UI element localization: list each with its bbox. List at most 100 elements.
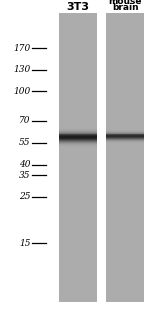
Bar (59, 42, 97, 44)
Bar (106, 181, 144, 183)
Bar (59, 92, 97, 93)
Bar (106, 69, 144, 70)
Bar (59, 285, 97, 286)
Bar (59, 54, 97, 55)
Bar (59, 213, 97, 215)
Bar (59, 36, 97, 37)
Bar (106, 293, 144, 294)
Bar (106, 97, 144, 98)
Bar (106, 84, 144, 85)
Bar (59, 31, 97, 32)
Bar (106, 115, 144, 116)
Bar (59, 168, 97, 169)
Bar (59, 175, 97, 176)
Bar (106, 280, 144, 281)
Bar (106, 174, 144, 175)
Bar (106, 212, 144, 214)
Bar (106, 210, 144, 212)
Bar (106, 91, 144, 92)
Bar (106, 224, 144, 225)
Bar (106, 15, 144, 16)
Bar (106, 138, 144, 139)
Bar (59, 86, 97, 87)
Bar (59, 111, 97, 112)
Bar (106, 297, 144, 299)
Bar (59, 116, 97, 117)
Bar (59, 264, 97, 266)
Bar (106, 45, 144, 46)
Bar (59, 114, 97, 115)
Bar (59, 290, 97, 291)
Bar (106, 228, 144, 229)
Bar (59, 126, 97, 127)
Bar (106, 132, 144, 134)
Bar (106, 72, 144, 73)
Bar (59, 187, 97, 188)
Bar (106, 95, 144, 96)
Bar (106, 274, 144, 275)
Text: 35: 35 (19, 170, 31, 180)
Bar (59, 297, 97, 299)
Bar (59, 74, 97, 76)
Bar (106, 85, 144, 86)
Bar (59, 141, 97, 142)
Bar (106, 27, 144, 29)
Bar (59, 244, 97, 245)
Bar (106, 215, 144, 216)
Bar (59, 122, 97, 123)
Bar (59, 220, 97, 221)
Bar (59, 280, 97, 281)
Bar (59, 247, 97, 248)
Bar (59, 45, 97, 46)
Bar (106, 267, 144, 268)
Bar (59, 137, 97, 138)
Bar (106, 62, 144, 63)
Bar (106, 262, 144, 264)
Text: 55: 55 (19, 138, 31, 147)
Bar (59, 150, 97, 151)
Bar (59, 129, 97, 131)
Bar (59, 136, 97, 137)
Bar (106, 90, 144, 91)
Bar (59, 25, 97, 26)
Bar (59, 265, 97, 267)
Bar (106, 186, 144, 188)
Bar (59, 287, 97, 289)
Bar (59, 112, 97, 113)
Bar (59, 300, 97, 301)
Bar (106, 36, 144, 37)
Bar (59, 167, 97, 168)
Bar (106, 114, 144, 115)
Bar (106, 144, 144, 145)
Bar (106, 279, 144, 280)
Bar (106, 187, 144, 188)
Bar (106, 125, 144, 126)
Bar (59, 135, 97, 136)
Bar (106, 60, 144, 61)
Bar (106, 272, 144, 273)
Bar (59, 68, 97, 69)
Bar (59, 127, 97, 129)
Bar (106, 286, 144, 288)
Bar (59, 219, 97, 220)
Bar (106, 42, 144, 44)
Bar (106, 87, 144, 88)
Bar (106, 198, 144, 199)
Bar (59, 98, 97, 99)
Bar (106, 57, 144, 58)
Bar (59, 49, 97, 51)
Bar (59, 237, 97, 239)
Bar (106, 281, 144, 282)
Bar (59, 273, 97, 274)
Bar (106, 265, 144, 267)
Bar (59, 14, 97, 302)
Bar (59, 128, 97, 130)
Bar (106, 71, 144, 72)
Bar (106, 83, 144, 84)
Bar (106, 206, 144, 207)
Bar (106, 273, 144, 274)
Bar (59, 198, 97, 199)
Bar (59, 131, 97, 133)
Bar (59, 153, 97, 154)
Bar (106, 67, 144, 68)
